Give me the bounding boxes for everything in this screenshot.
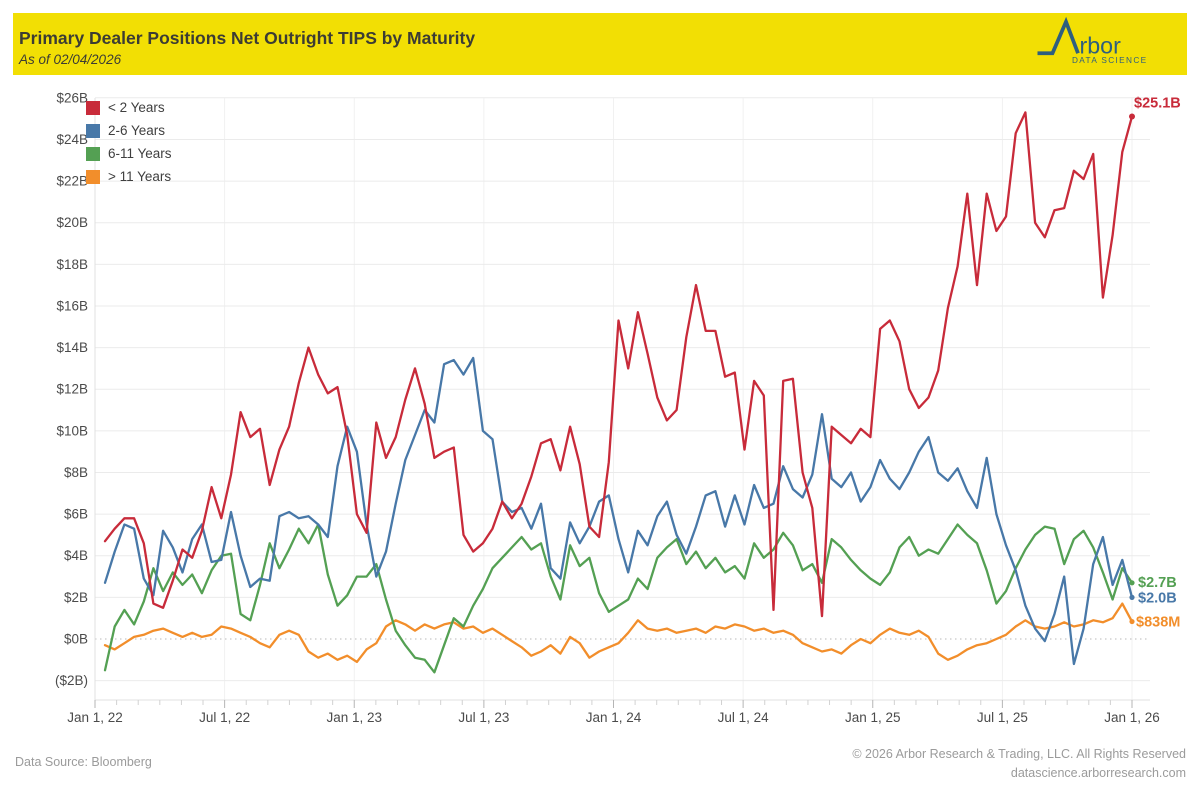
svg-text:$0B: $0B [64,632,88,647]
arbor-logo: rbor DATA SCIENCE [1033,11,1183,78]
series-line--11-years [103,602,1134,664]
copyright-text: © 2026 Arbor Research & Trading, LLC. Al… [852,747,1186,761]
gt11y-swatch-icon [86,169,100,184]
svg-text:$8B: $8B [64,465,88,480]
legend-item-lt2y: < 2 Years [86,96,172,119]
series-line-2-6-years [103,356,1134,666]
legend-label-gt11y: > 11 Years [108,169,172,184]
copyright-block: © 2026 Arbor Research & Trading, LLC. Al… [852,745,1186,784]
tips-positions-line-chart: $25.1B $2.0B$2.7B $838M $26B $24B $22B $20B $18… [55,90,1181,725]
series-line-6-11-years [103,523,1134,674]
svg-text:Jul 1, 22: Jul 1, 22 [199,710,250,725]
svg-text:$22B: $22B [56,174,88,189]
svg-text:$4B: $4B [64,548,88,563]
header-banner: Primary Dealer Positions Net Outright TI… [13,13,1187,75]
svg-text:($2B): ($2B) [55,673,88,688]
svg-text:Jan 1, 23: Jan 1, 23 [326,710,382,725]
legend-item-2-6y: 2-6 Years [86,119,172,142]
svg-text:$2B: $2B [64,590,88,605]
legend: < 2 Years 2-6 Years 6-11 Years > 11 Year… [86,96,172,188]
svg-text:$10B: $10B [56,423,88,438]
svg-text:$16B: $16B [56,298,88,313]
svg-text:Jan 1, 22: Jan 1, 22 [67,710,123,725]
6-11y-swatch-icon [86,146,100,161]
page-subtitle: As of 02/04/2026 [19,52,122,68]
legend-label-lt2y: < 2 Years [108,100,165,115]
svg-text:$24B: $24B [56,132,88,147]
svg-text:DATA SCIENCE: DATA SCIENCE [1072,56,1148,65]
series-lines: $25.1B $2.0B$2.7B $838M [103,96,1181,674]
svg-text:Jul 1, 24: Jul 1, 24 [718,710,770,725]
svg-text:rbor: rbor [1080,32,1122,58]
gridlines [94,97,1150,700]
svg-text:$12B: $12B [56,382,88,397]
page-title: Primary Dealer Positions Net Outright TI… [19,27,476,48]
arbor-logo-icon: rbor DATA SCIENCE [1037,16,1148,65]
end-label--2-years: $25.1B [1134,96,1181,112]
legend-item-gt11y: > 11 Years [86,165,172,188]
svg-text:$18B: $18B [56,257,88,272]
series-line--2-years [103,111,1134,618]
legend-item-6-11y: 6-11 Years [86,142,172,165]
header-text: Primary Dealer Positions Net Outright TI… [13,21,475,68]
svg-text:$6B: $6B [64,507,88,522]
legend-label-2-6y: 2-6 Years [108,123,166,138]
svg-text:$14B: $14B [56,340,88,355]
svg-text:Jul 1, 25: Jul 1, 25 [977,710,1028,725]
lt2y-swatch-icon [86,100,100,115]
svg-text:$26B: $26B [56,90,88,105]
legend-label-6-11y: 6-11 Years [108,146,172,161]
data-source-note: Data Source: Bloomberg [15,755,152,769]
svg-text:Jan 1, 24: Jan 1, 24 [586,710,642,725]
axis-labels: $26B $24B $22B $20B $18B $16B $14B $12B $10B $8B $… [55,90,1160,725]
axes [94,98,1150,708]
end-label-2-6-years: $2.0B [1138,590,1177,606]
svg-text:Jan 1, 25: Jan 1, 25 [845,710,901,725]
svg-text:Jul 1, 23: Jul 1, 23 [458,710,509,725]
2-6y-swatch-icon [86,123,100,138]
svg-text:Jan 1, 26: Jan 1, 26 [1104,710,1160,725]
end-label-6-11-years: $2.7B [1138,575,1177,591]
end-label--11-years: $838M [1136,615,1180,631]
website-link[interactable]: datascience.arborresearch.com [1010,766,1186,781]
svg-text:$20B: $20B [56,215,88,230]
